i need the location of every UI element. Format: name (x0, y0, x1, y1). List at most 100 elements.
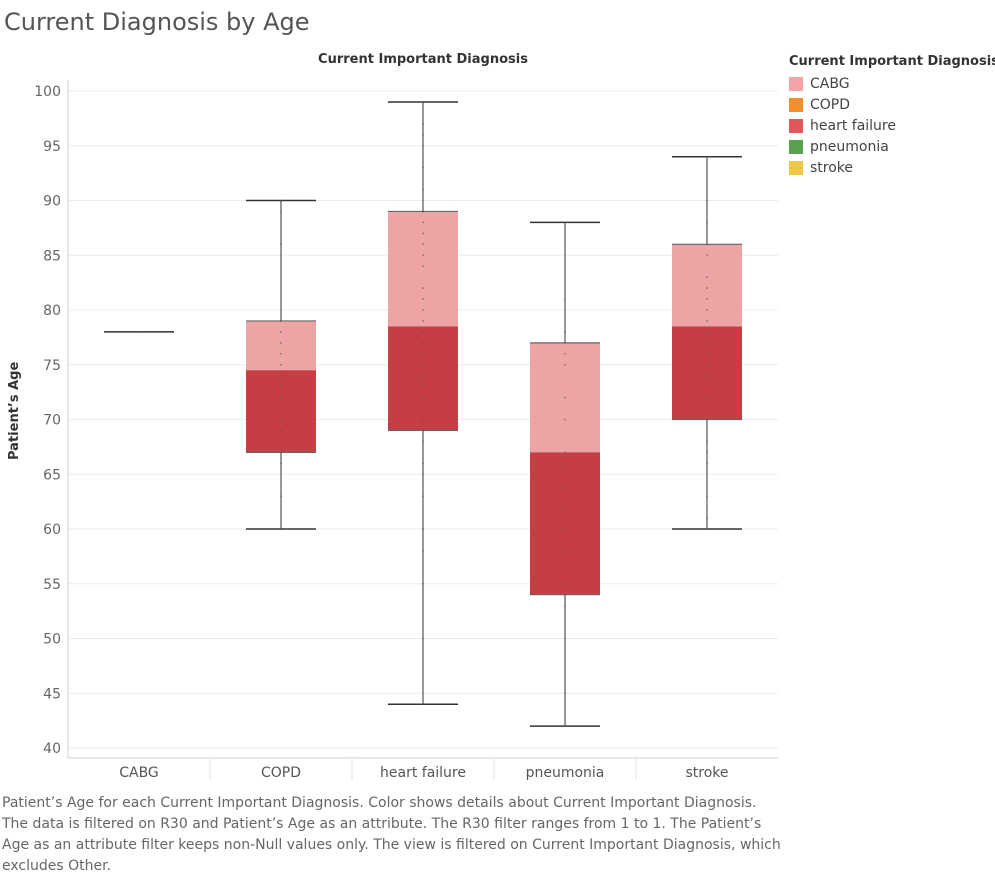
caption: Patient’s Age for each Current Important… (2, 793, 782, 877)
data-point (706, 221, 708, 224)
data-point (422, 319, 424, 322)
data-point (422, 243, 424, 246)
data-point (564, 330, 566, 333)
data-point (422, 254, 424, 257)
data-point (422, 352, 424, 355)
data-point (280, 495, 282, 498)
data-point (280, 199, 282, 202)
legend-item[interactable]: stroke (789, 157, 995, 178)
data-point (706, 363, 708, 366)
data-point (422, 210, 424, 213)
box-lower (672, 326, 742, 420)
data-point (706, 517, 708, 520)
data-point (280, 451, 282, 454)
data-point (706, 155, 708, 158)
legend-item[interactable]: heart failure (789, 115, 995, 136)
data-point (280, 396, 282, 399)
data-point (564, 363, 566, 366)
data-point (564, 725, 566, 728)
data-point (422, 232, 424, 235)
x-tick-label: COPD (261, 765, 301, 781)
data-point (280, 330, 282, 333)
data-point (706, 418, 708, 421)
legend-item[interactable]: COPD (789, 94, 995, 115)
data-point (422, 703, 424, 706)
legend-items: CABG COPD heart failure pneumonia stroke (789, 73, 995, 178)
legend: Current Important Diagnosis CABG COPD hear… (789, 54, 995, 178)
data-point (422, 265, 424, 268)
data-point (422, 330, 424, 333)
box-upper (388, 211, 458, 327)
data-point (706, 374, 708, 377)
legend-label: stroke (810, 159, 854, 176)
data-point (422, 582, 424, 585)
data-point (564, 582, 566, 585)
data-point (422, 341, 424, 344)
data-point (564, 451, 566, 454)
y-tick-label: 80 (43, 303, 61, 319)
y-tick-label: 95 (43, 139, 61, 155)
data-point (564, 221, 566, 224)
y-tick-label: 50 (43, 632, 61, 648)
data-point (706, 330, 708, 333)
data-point (706, 341, 708, 344)
data-point (422, 495, 424, 498)
legend-swatch (789, 139, 803, 154)
data-point (422, 309, 424, 311)
legend-swatch (789, 118, 803, 133)
x-tick-label: stroke (685, 765, 728, 781)
data-point (280, 243, 282, 246)
legend-item[interactable]: CABG (789, 73, 995, 94)
data-point (138, 330, 140, 333)
x-tick-label: CABG (119, 765, 159, 781)
data-point (280, 374, 282, 377)
data-point (280, 319, 282, 322)
data-point (280, 341, 282, 344)
data-point (280, 429, 282, 432)
data-point (422, 528, 424, 530)
legend-title: Current Important Diagnosis (789, 54, 995, 69)
data-point (564, 341, 566, 344)
data-point (706, 199, 708, 202)
data-point (564, 396, 566, 399)
data-point (422, 133, 424, 136)
legend-swatch (789, 76, 803, 91)
data-point (280, 528, 282, 530)
data-point (564, 462, 566, 465)
data-point (706, 243, 708, 246)
boxplot-chart: 40 45 50 55 60 65 70 75 80 85 90 95 100 CABG COPD heart… (34, 80, 778, 781)
column-header: Current Important Diagnosis (318, 52, 528, 67)
data-point (280, 363, 282, 366)
data-point (422, 363, 424, 366)
box-lower (246, 370, 316, 453)
data-point (422, 166, 424, 169)
data-point (564, 593, 566, 596)
legend-label: CABG (810, 75, 850, 92)
data-point (422, 287, 424, 290)
legend-label: heart failure (810, 117, 896, 134)
data-point (564, 692, 566, 695)
data-point (706, 440, 708, 443)
data-point (564, 637, 566, 640)
data-point (706, 287, 708, 290)
data-point (422, 100, 424, 103)
data-point (706, 276, 708, 279)
data-point (280, 462, 282, 465)
data-point (422, 637, 424, 640)
legend-label: COPD (810, 96, 851, 113)
legend-swatch (789, 160, 803, 175)
data-point (280, 418, 282, 421)
data-point (422, 549, 424, 552)
data-point (564, 549, 566, 552)
data-point (422, 385, 424, 388)
y-tick-label: 60 (43, 522, 61, 538)
data-point (280, 210, 282, 213)
legend-item[interactable]: pneumonia (789, 136, 995, 157)
data-point (706, 309, 708, 311)
data-point (422, 418, 424, 421)
data-point (422, 396, 424, 399)
y-tick-label: 85 (43, 248, 61, 264)
data-point (422, 122, 424, 125)
box-upper (246, 320, 316, 371)
data-point (706, 462, 708, 465)
